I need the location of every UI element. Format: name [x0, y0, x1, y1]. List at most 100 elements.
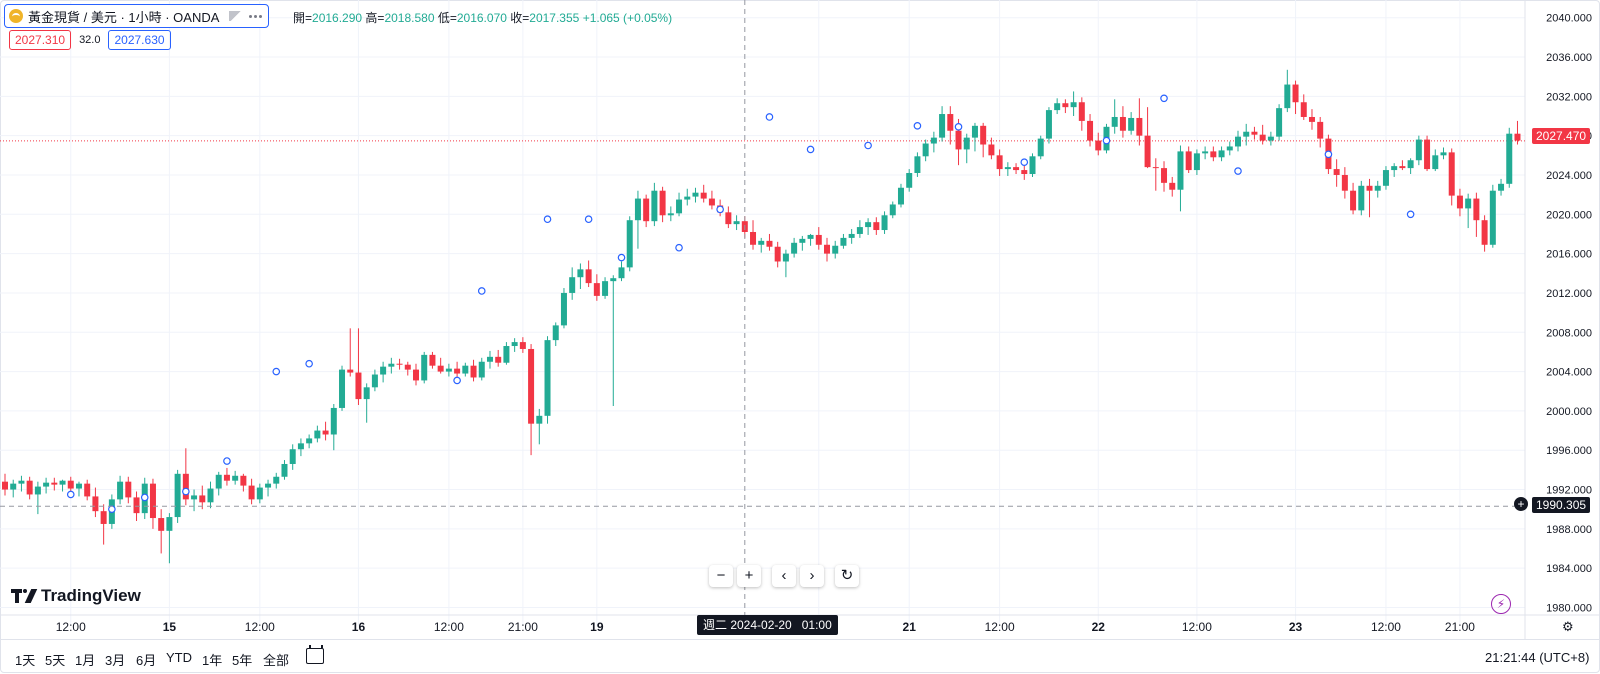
candle-body [306, 438, 313, 444]
candle-body [544, 340, 551, 416]
candle-body [273, 476, 280, 484]
candle-body [1054, 103, 1061, 111]
tradingview-logo[interactable]: TradingView [11, 586, 141, 606]
range-5d-button[interactable]: 5天 [45, 653, 66, 668]
candle-body [832, 245, 839, 254]
candle-body [577, 269, 584, 278]
candle-body [733, 221, 740, 225]
range-all-button[interactable]: 全部 [263, 653, 290, 668]
candle-body [355, 372, 362, 400]
event-marker [272, 367, 281, 376]
candle-body [1226, 146, 1233, 151]
bottom-toolbar: 1天 5天 1月 3月 6月 YTD 1年 5年 全部 21:21:44 (UT… [0, 639, 1600, 674]
candle-body [199, 495, 206, 503]
scroll-right-button[interactable]: › [800, 565, 824, 587]
candle-body [914, 156, 921, 174]
candle-body [174, 473, 181, 518]
candle-body [684, 196, 691, 200]
candle-body [1300, 102, 1307, 117]
candle-body [421, 354, 428, 381]
range-3m-button[interactable]: 3月 [105, 653, 126, 668]
high-label: 高= [365, 11, 385, 25]
candle-body [330, 407, 337, 435]
scroll-left-button[interactable]: ‹ [772, 565, 796, 587]
range-ytd-button[interactable]: YTD [166, 650, 192, 665]
ohlc-legend: 開=2016.290 高=2018.580 低=2016.070 收=2017.… [293, 9, 672, 26]
candle-body [1415, 139, 1422, 161]
range-6m-button[interactable]: 6月 [136, 653, 157, 668]
candle-body [593, 283, 600, 296]
x-tick-label: 12:00 [985, 620, 1015, 634]
lightning-icon[interactable]: ⚡ [1491, 594, 1511, 614]
candle-body [404, 364, 411, 370]
candle-body [536, 415, 543, 424]
candle-body [182, 473, 189, 500]
crosshair-price-label: 1990.305 [1532, 497, 1591, 513]
candle-body [1045, 110, 1052, 139]
low-label: 低= [437, 11, 457, 25]
candle-body [1095, 140, 1102, 151]
symbol-selector[interactable]: 黃金現貨 / 美元 · 1小時 · OANDA [4, 4, 270, 28]
calendar-icon[interactable] [306, 645, 324, 664]
candle-body [766, 240, 773, 247]
flag-icon[interactable] [229, 11, 242, 21]
candle-body [569, 277, 576, 293]
range-1y-button[interactable]: 1年 [202, 653, 223, 668]
event-marker [1406, 210, 1415, 219]
candle-body [1078, 102, 1085, 121]
clock-timezone[interactable]: 21:21:44 (UTC+8) [1485, 650, 1590, 665]
event-marker [182, 487, 190, 496]
sell-price-button[interactable]: 2027.310 [9, 30, 72, 50]
candle-body [873, 222, 880, 231]
candle-body [988, 144, 995, 156]
candle-body [996, 155, 1003, 170]
candle-body [1350, 190, 1357, 211]
candle-body [1202, 151, 1209, 154]
candle-body [133, 497, 140, 514]
reset-chart-button[interactable]: ↻ [835, 565, 859, 587]
y-tick-label: 2032.000 [1546, 91, 1592, 103]
zoom-in-button[interactable]: + [737, 565, 761, 587]
tradingview-mark-icon [11, 589, 38, 603]
y-tick-label: 1980.000 [1546, 603, 1592, 615]
gear-icon[interactable]: ⚙ [1562, 619, 1574, 634]
x-tick-label: 19 [590, 620, 604, 634]
candle-body [856, 227, 863, 234]
range-1d-button[interactable]: 1天 [15, 653, 36, 668]
candle-body [708, 198, 715, 206]
candle-body [1161, 168, 1168, 183]
candle-body [807, 234, 814, 239]
x-tick-label: 12:00 [56, 620, 86, 634]
event-marker [1324, 150, 1333, 159]
candle-body [396, 363, 403, 365]
candle-body [1506, 133, 1513, 184]
buy-price-button[interactable]: 2027.630 [108, 30, 171, 50]
candle-body [1341, 174, 1348, 191]
candle-body [297, 443, 304, 450]
logo-text: TradingView [41, 586, 141, 605]
candle-body [445, 368, 452, 372]
range-5y-button[interactable]: 5年 [232, 653, 253, 668]
candle-body [980, 125, 987, 145]
low-value: 2016.070 [456, 11, 507, 25]
candle-body [265, 483, 272, 488]
candle-body [906, 173, 913, 188]
candle-body [1218, 150, 1225, 158]
candle-body [1292, 84, 1299, 103]
candle-body [289, 449, 296, 464]
candle-body [256, 487, 263, 500]
candle-body [191, 495, 198, 500]
candle-body [799, 238, 806, 243]
more-icon[interactable] [249, 14, 263, 18]
candle-body [322, 430, 329, 435]
candle-body [1243, 131, 1250, 137]
plus-circle-icon[interactable]: + [1514, 497, 1528, 511]
y-tick-label: 2012.000 [1546, 288, 1592, 300]
event-marker [543, 215, 552, 224]
candle-body [166, 517, 173, 531]
zoom-out-button[interactable]: − [709, 565, 733, 587]
candle-body [1144, 135, 1151, 168]
spread-value: 32.0 [79, 34, 101, 46]
range-1m-button[interactable]: 1月 [75, 653, 96, 668]
